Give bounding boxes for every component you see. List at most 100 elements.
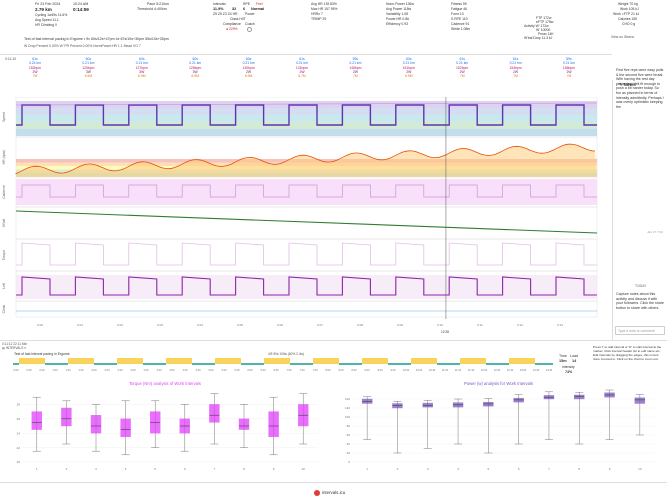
panel-label: Cadence bbox=[2, 185, 6, 199]
box-body[interactable] bbox=[31, 411, 42, 430]
box-body[interactable] bbox=[120, 418, 131, 437]
interval-header[interactable]: 61s 0.24 km 152bpm 2W 7M bbox=[20, 57, 50, 78]
interval-header[interactable]: 61s 0.21 km 152bpm 2W 7M bbox=[447, 57, 477, 78]
intervals-tab[interactable]: ▤ INTERVALS ▾ bbox=[2, 346, 26, 350]
load-value-lower: 14 bbox=[572, 359, 577, 363]
interval-n: 61s bbox=[299, 57, 305, 61]
strip-rest-block[interactable] bbox=[486, 363, 509, 365]
strip-tick-label: 0:20 bbox=[26, 368, 32, 372]
box-body[interactable] bbox=[238, 418, 250, 430]
box-body[interactable] bbox=[61, 407, 72, 427]
interval-w: 3W bbox=[85, 69, 91, 74]
x-tick-label: 2 bbox=[66, 467, 68, 471]
speed-zone-band bbox=[16, 108, 597, 115]
interval-header[interactable]: 59s 0.21 km 148bpm 2W 7M bbox=[340, 57, 370, 78]
strip-work-block[interactable] bbox=[313, 358, 339, 364]
interval-header[interactable]: 61s 0.21 km 131bpm 2W 6.7M bbox=[287, 57, 317, 78]
box-body[interactable] bbox=[634, 397, 646, 404]
interval-strip[interactable]: 0:00 0:20 0:40 1:00 1:20 1:40 2:00 2:20 2:40 3:00… bbox=[13, 357, 553, 381]
notes-today-label: TODAY bbox=[635, 284, 647, 288]
notes-capture-hint: Capture notes about this activity and di… bbox=[616, 292, 664, 310]
strip-tick-label: 11:20 bbox=[455, 368, 462, 372]
interval-p: 148bpm bbox=[349, 65, 362, 70]
x-tick-label: 9 bbox=[273, 467, 275, 471]
y-tick-label: 120 bbox=[345, 406, 350, 410]
box-body[interactable] bbox=[90, 415, 102, 434]
strip-tick-label: 6:40 bbox=[273, 368, 279, 372]
box-body[interactable] bbox=[209, 404, 220, 423]
time-tick-label: 0:06 bbox=[277, 323, 283, 327]
interval-header[interactable]: 60s 0.21 km 125bpm 3W 6.9M bbox=[73, 57, 103, 78]
strip-rest-block[interactable] bbox=[241, 363, 264, 365]
intervals-tab-icon: ▤ bbox=[2, 346, 6, 350]
strip-rest-block[interactable] bbox=[94, 363, 117, 365]
strip-tick-label: 2:40 bbox=[117, 368, 123, 372]
y-tick-label: 28 bbox=[17, 403, 21, 407]
strip-rest-block[interactable] bbox=[339, 363, 362, 365]
strip-rest-block[interactable] bbox=[437, 363, 460, 365]
strip-work-block[interactable] bbox=[19, 358, 45, 364]
interval-d: 0.24 km bbox=[28, 61, 42, 66]
view-on-strava-link[interactable]: View on Strava bbox=[611, 35, 634, 39]
notes-collapse-icon[interactable]: › bbox=[616, 82, 618, 87]
cursor-time-label: 12:28 bbox=[441, 330, 449, 334]
strip-work-block[interactable] bbox=[264, 358, 290, 364]
time-label: Time bbox=[559, 354, 567, 358]
strip-work-block[interactable] bbox=[68, 358, 94, 364]
strip-tick-label: 10:00 bbox=[403, 368, 410, 372]
interval-header[interactable]: 60s 0.21 km 127bpm 3W 6.9M bbox=[127, 57, 157, 78]
x-tick-label: 2 bbox=[397, 467, 399, 471]
wbal-line bbox=[15, 210, 598, 234]
pace: Pace 5:21/km bbox=[147, 2, 169, 6]
interval-header[interactable]: 61s 0.21 km 154bpm 2W 7M bbox=[501, 57, 531, 78]
interval-header[interactable]: 59s 0.21 km 156bpm 2W 7M bbox=[554, 57, 584, 78]
strip-work-block[interactable] bbox=[460, 358, 486, 364]
interval-header[interactable]: 60s 0.21 km 151bpm 2W 6.9M bbox=[394, 57, 424, 78]
interval-d: 0.21 km bbox=[509, 61, 522, 66]
interval-w: 2W bbox=[513, 69, 519, 74]
box-body[interactable] bbox=[268, 411, 279, 437]
footer-brand[interactable]: intervals.icu bbox=[322, 490, 346, 495]
activity-time: 10:24 AM bbox=[73, 2, 89, 6]
torque-line bbox=[16, 242, 597, 266]
strip-rest-block[interactable] bbox=[535, 363, 553, 365]
y-tick-label: 40 bbox=[347, 442, 351, 446]
strip-tick-label: 13:20 bbox=[533, 368, 540, 372]
strip-work-block[interactable] bbox=[509, 358, 535, 364]
x-tick-label: 4 bbox=[125, 467, 127, 471]
notes-comment-input[interactable]: Type a note or comment bbox=[615, 326, 665, 335]
torque-box-chart[interactable]: Torque (Nm) analysis of Work Intervals 20… bbox=[0, 378, 330, 476]
hrrc: HRRc 7 bbox=[311, 12, 323, 16]
strip-tick-label: 10:20 bbox=[416, 368, 423, 372]
variability: Variability 1.08 bbox=[386, 12, 408, 16]
interval-header[interactable]: 60s 0.21 km 128bpm 3W 6.9M bbox=[180, 57, 210, 78]
strip-rest-block[interactable] bbox=[388, 363, 411, 365]
hr-line bbox=[15, 143, 596, 175]
strip-tick-label: 2:00 bbox=[91, 368, 97, 372]
chart-panel[interactable] bbox=[15, 206, 598, 240]
lower-section: 0:11:12 22:11 Min ▤ INTERVALS ▾ Test of … bbox=[0, 340, 667, 380]
power-box-chart[interactable]: Power (w) analysis for Work Intervals 0 20… bbox=[330, 378, 667, 476]
chart-panel[interactable] bbox=[15, 300, 598, 318]
interval-p: 152bpm bbox=[456, 65, 469, 70]
time-tick-label: 0:13 bbox=[557, 323, 563, 327]
strip-rest-block[interactable] bbox=[143, 363, 166, 365]
strip-work-block[interactable] bbox=[215, 358, 241, 364]
strip-work-block[interactable] bbox=[117, 358, 143, 364]
strip-rest-block[interactable] bbox=[290, 363, 313, 365]
strip-work-block[interactable] bbox=[166, 358, 192, 364]
strip-rest-block[interactable] bbox=[192, 363, 215, 365]
strip-rest-block[interactable] bbox=[13, 363, 19, 365]
strip-rest-block[interactable] bbox=[45, 363, 68, 365]
strip-work-block[interactable] bbox=[362, 358, 388, 364]
interval-header[interactable]: 60s 0.21 km 130bpm 2W 6.9M bbox=[234, 57, 264, 78]
fatigue: Fatigue 46 bbox=[451, 7, 468, 11]
interval-n: 61s bbox=[512, 57, 519, 61]
strip-title: Test of fast interval pacing in Ergome bbox=[14, 352, 70, 356]
panel-label: HR (bpm) bbox=[2, 150, 6, 165]
strip-work-block[interactable] bbox=[411, 358, 437, 364]
intervals-value: 11.9% bbox=[213, 7, 224, 11]
speed-zone-band bbox=[16, 129, 597, 136]
activity-chart[interactable]: Speed HR (bpm) Cadence W'bal Torque Left Climb… bbox=[0, 97, 612, 340]
interval-p: 151bpm bbox=[402, 65, 415, 70]
